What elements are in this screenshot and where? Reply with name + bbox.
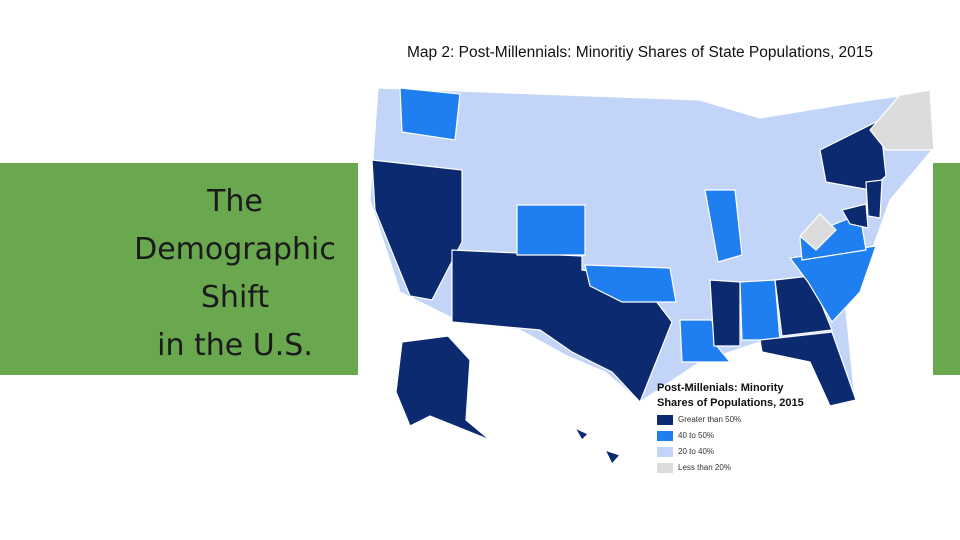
legend-label: 40 to 50%: [678, 431, 714, 440]
state: [516, 204, 586, 256]
state: [395, 335, 491, 441]
legend-label: Less than 20%: [678, 463, 731, 472]
state: [759, 331, 857, 407]
legend-title: Post-Millenials: Minority: [657, 382, 784, 394]
title-line: Demographic: [134, 232, 336, 267]
title-line: in the U.S.: [157, 328, 313, 363]
legend-swatch: [657, 463, 673, 473]
slide-title: The Demographic Shift in the U.S.: [120, 178, 350, 370]
state: [841, 203, 869, 229]
state: [869, 89, 935, 151]
green-band: [933, 163, 960, 375]
state: [399, 87, 461, 141]
legend-title: Shares of Populations, 2015: [657, 397, 804, 409]
legend-swatch: [657, 447, 673, 457]
legend: Greater than 50% 40 to 50% 20 to 40% Less t…: [657, 415, 741, 473]
title-line: Shift: [200, 280, 270, 315]
state: [865, 179, 883, 219]
state: [709, 279, 741, 347]
state: [573, 426, 590, 441]
legend-label: 20 to 40%: [678, 447, 714, 456]
title-line: The: [207, 184, 263, 219]
state: [584, 264, 677, 303]
state: [774, 275, 833, 337]
legend-swatch: [657, 415, 673, 425]
state: [799, 213, 837, 251]
state: [704, 189, 743, 263]
map-title: Map 2: Post-Millennials: Minoritiy Share…: [407, 44, 873, 61]
states: [369, 87, 935, 466]
legend-label: Greater than 50%: [678, 415, 741, 424]
state: [371, 159, 463, 301]
legend-swatch: [657, 431, 673, 441]
green-band: [0, 163, 358, 375]
state: [739, 279, 781, 341]
state: [679, 319, 732, 363]
state: [603, 448, 622, 466]
